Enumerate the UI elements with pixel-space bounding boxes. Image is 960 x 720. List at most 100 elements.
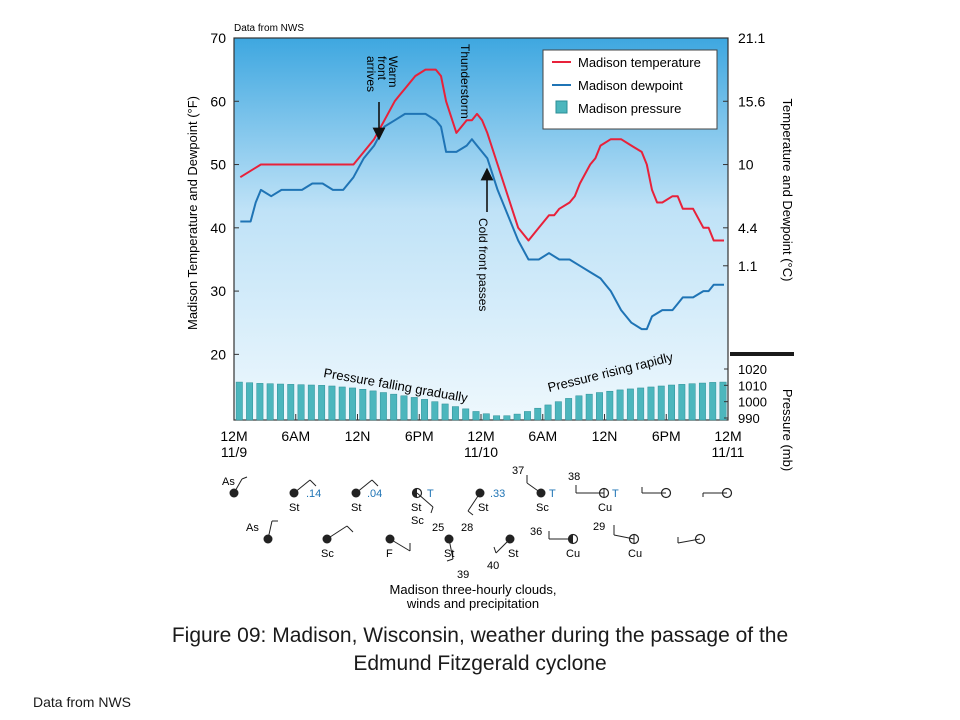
left-tick-label: 50 [210,157,226,173]
dewpoint-line [240,112,724,331]
caption-line-1: Figure 09: Madison, Wisconsin, weather d… [171,624,789,647]
station-model-row1: St.33 28 [461,488,505,534]
pressure-bar [596,392,603,421]
pressure-bar [482,413,490,421]
pressure-bar [616,389,624,421]
x-tick-label: 12M [220,428,247,444]
pressure-bar [513,413,521,421]
station-model-row1: St .14 [289,479,321,514]
station-cloud-type: Cu [598,502,612,514]
station-cloud-type: St [289,502,299,514]
pressure-bar [318,385,326,421]
station-precip: .14 [306,488,321,500]
legend-box [542,49,718,130]
legend-swatch [555,100,568,114]
pressure-bar [554,401,562,421]
wind-barb-staff [233,478,243,494]
wind-barb-flag [467,510,474,516]
pressure-bar [668,384,675,421]
wind-barb-staff [355,479,373,494]
wind-barb-staff [467,492,481,512]
station-cloud-type: F [386,548,393,560]
wind-barb-flag [493,546,497,554]
station-cloud-type: St [351,502,361,514]
pressure-bar [359,389,367,421]
station-model-row1: ScT 37 [512,465,556,514]
station-caption: Madison three-hourly clouds, [390,582,557,597]
legend-label: Madison temperature [578,55,701,70]
station-value: 38 [568,471,580,483]
x-tick-label: 6PM [405,428,434,444]
y-axis-title-left: Madison Temperature and Dewpoint (°F) [185,96,200,330]
x-tick-date: 11/9 [221,444,247,460]
x-tick-label: 12M [467,428,494,444]
right-tick-label: 10 [738,157,754,173]
wind-barb-staff [267,520,273,540]
station-cloud-type: St [508,548,518,560]
pressure-bar [575,395,583,421]
temperature-line [239,68,724,242]
pressure-bar [246,382,254,421]
annotation-thunderstorm: Thunderstorm [458,44,472,119]
pressure-bar [493,415,501,421]
pressure-bar [472,411,480,421]
station-precip: .04 [367,488,382,500]
pressure-bar [441,403,449,421]
pressure-bar [462,408,470,421]
data-credit: Data from NWS [33,694,132,710]
source-note: Data from NWS [234,23,304,34]
station-cloud-type: Sc [411,515,424,527]
pressure-bar [585,393,593,421]
wind-barb-staff [326,525,348,540]
wind-barb-staff [495,538,511,554]
wind-barb-flag [430,506,434,514]
annotation-warm-front: Warm [386,56,400,88]
station-cloud-type: St [411,502,421,514]
wind-barb-flag [346,525,354,533]
right-tick-label: 4.4 [738,220,758,236]
pressure-bar [524,411,531,421]
station-model-row2: Cu 36 [530,526,580,560]
station-precip: T [427,488,434,500]
pressure-bar [657,385,665,421]
pressure-bar [328,385,336,421]
pressure-bar [626,388,634,421]
pressure-bar [287,384,295,421]
pressure-tick-label: 1000 [738,395,767,410]
station-model-row2: Sc [321,525,354,560]
y-axis-title-pressure: Pressure (mb) [780,389,795,471]
right-tick-label: 1.1 [738,258,758,274]
station-precip: .33 [490,488,505,500]
left-tick-label: 60 [210,93,226,109]
pressure-bar [637,387,645,421]
y-axis-title-right: Temperature and Dewpoint (°C) [780,99,795,282]
legend: Madison temperature Madison dewpoint Madis… [542,49,718,130]
pressure-bar [256,383,264,421]
pressure-tick-label: 1020 [738,362,767,377]
x-tick-label: 6AM [528,428,557,444]
weather-chart: Data from NWS 70 60 50 40 30 20 21.1 15.6 10 4.4 1.… [185,23,795,611]
wind-barb-staff [416,492,434,508]
left-tick-label: 20 [210,346,226,362]
annotation-cold-front: Cold front passes [476,218,490,311]
station-model-row1 [702,487,733,499]
wind-barb-flag [446,558,454,562]
annotation-warm-front: arrives [364,56,378,92]
station-cloud-type: Cu [628,548,642,560]
x-tick-label: 12N [592,428,618,444]
station-circle-fill [412,488,417,498]
station-model-row2: Cu 29 [593,521,642,560]
pressure-bar [235,381,243,421]
legend-label: Madison dewpoint [578,78,683,93]
pressure-bar [719,381,727,421]
station-value: 36 [530,526,542,538]
pressure-tick-label: 1010 [738,378,767,393]
pressure-tick-label: 990 [738,411,760,426]
annotation-warm-front: front [375,56,389,81]
left-tick-label: 70 [210,30,226,46]
station-cloud-type: As [246,522,259,534]
legend-label: Madison pressure [578,101,681,116]
pressure-bar [503,415,511,421]
pressure-bar [534,407,542,421]
